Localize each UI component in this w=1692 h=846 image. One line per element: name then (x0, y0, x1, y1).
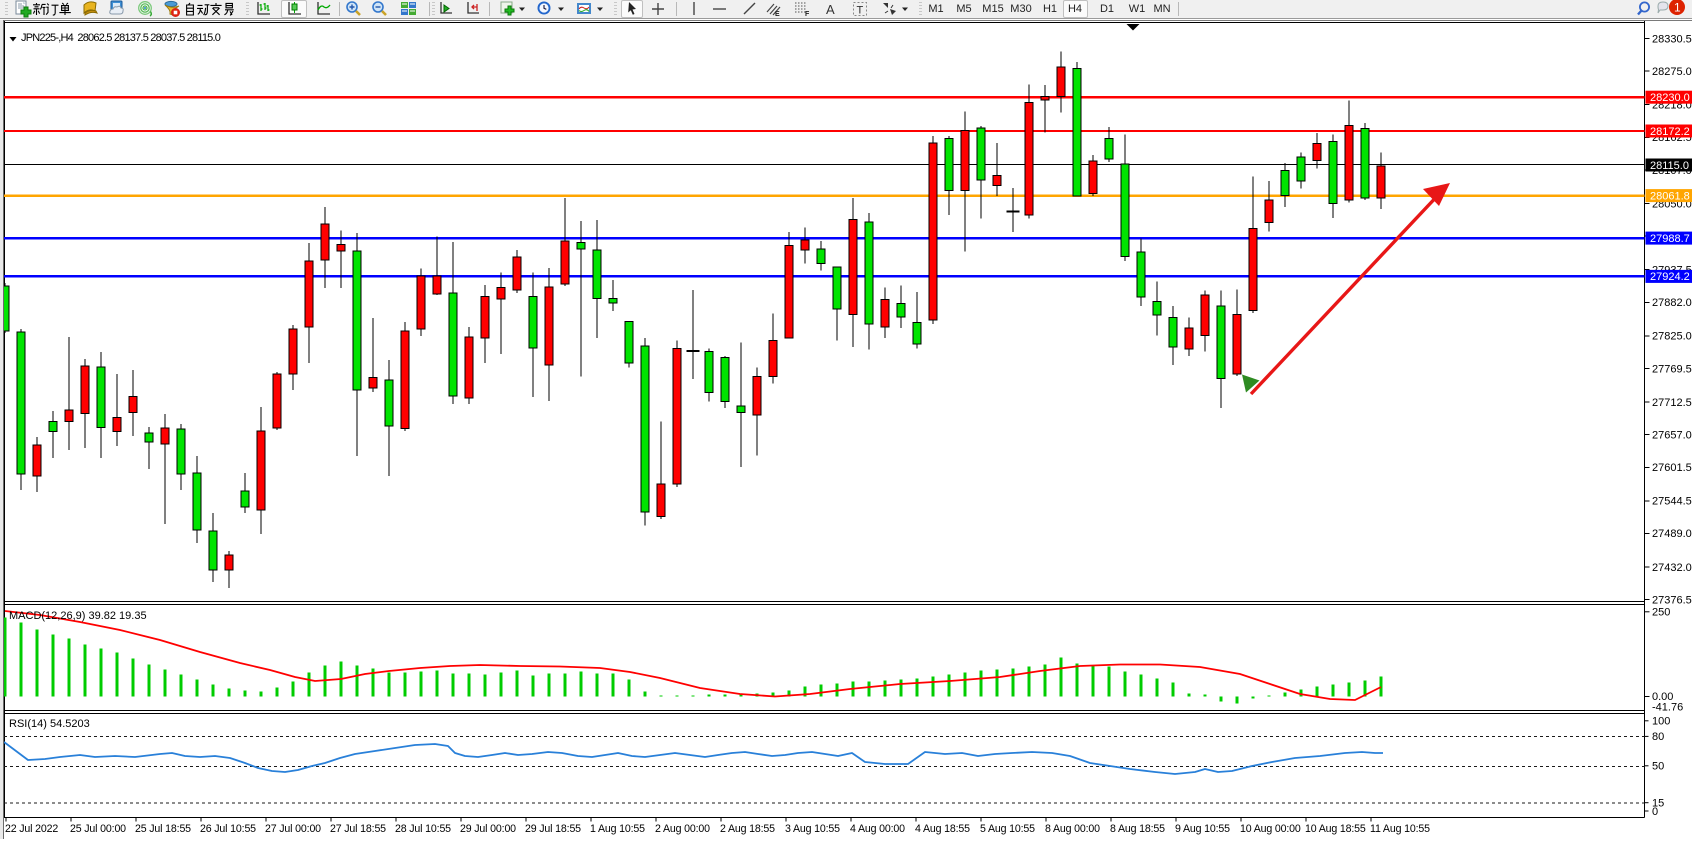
svg-text:26 Jul 10:55: 26 Jul 10:55 (200, 823, 256, 835)
svg-text:8 Aug 00:00: 8 Aug 00:00 (1045, 823, 1100, 835)
svg-text:27544.5: 27544.5 (1652, 496, 1692, 508)
svg-text:27769.5: 27769.5 (1652, 363, 1692, 375)
svg-text:27712.5: 27712.5 (1652, 397, 1692, 409)
svg-text:27489.0: 27489.0 (1652, 528, 1692, 540)
svg-text:28172.2: 28172.2 (1650, 126, 1690, 138)
svg-text:E: E (775, 11, 780, 18)
svg-text:MACD(12,26,9) 39.82 19.35: MACD(12,26,9) 39.82 19.35 (9, 610, 147, 622)
svg-text:F: F (805, 11, 810, 18)
svg-text:22 Jul 2022: 22 Jul 2022 (5, 823, 58, 835)
svg-text:29 Jul 00:00: 29 Jul 00:00 (460, 823, 516, 835)
svg-text:27988.7: 27988.7 (1650, 233, 1690, 245)
svg-text:25 Jul 00:00: 25 Jul 00:00 (70, 823, 126, 835)
svg-text:25 Jul 18:55: 25 Jul 18:55 (135, 823, 191, 835)
svg-text:27 Jul 00:00: 27 Jul 00:00 (265, 823, 321, 835)
svg-text:4 Aug 18:55: 4 Aug 18:55 (915, 823, 970, 835)
svg-text:28061.8: 28061.8 (1650, 190, 1690, 202)
svg-text:27376.5: 27376.5 (1652, 594, 1692, 606)
svg-text:28230.0: 28230.0 (1650, 92, 1690, 104)
svg-text:50: 50 (1652, 761, 1664, 773)
svg-text:3 Aug 10:55: 3 Aug 10:55 (785, 823, 840, 835)
svg-text:A: A (826, 2, 835, 17)
svg-text:250: 250 (1652, 607, 1670, 619)
svg-text:28115.0: 28115.0 (1650, 160, 1689, 172)
svg-text:5 Aug 10:55: 5 Aug 10:55 (980, 823, 1035, 835)
svg-text:27601.5: 27601.5 (1652, 462, 1692, 474)
svg-text:10 Aug 18:55: 10 Aug 18:55 (1305, 823, 1366, 835)
svg-text:-41.76: -41.76 (1652, 702, 1683, 714)
svg-text:4 Aug 00:00: 4 Aug 00:00 (850, 823, 905, 835)
svg-text:29 Jul 18:55: 29 Jul 18:55 (525, 823, 581, 835)
svg-text:1 Aug 10:55: 1 Aug 10:55 (590, 823, 645, 835)
svg-text:27 Jul 18:55: 27 Jul 18:55 (330, 823, 386, 835)
svg-text:28330.5: 28330.5 (1652, 33, 1692, 45)
svg-text:JPN225-,H4 28062.5 28137.5 28: JPN225-,H4 28062.5 28137.5 28037.5 28115… (21, 32, 221, 44)
svg-text:9 Aug 10:55: 9 Aug 10:55 (1175, 823, 1230, 835)
svg-text:28 Jul 10:55: 28 Jul 10:55 (395, 823, 451, 835)
svg-text:80: 80 (1652, 731, 1664, 743)
svg-text:T: T (857, 5, 864, 17)
svg-text:27924.2: 27924.2 (1650, 271, 1690, 283)
svg-text:28275.0: 28275.0 (1652, 66, 1692, 78)
svg-text:27657.0: 27657.0 (1652, 429, 1692, 441)
svg-text:1: 1 (1674, 1, 1681, 15)
svg-text:2 Aug 00:00: 2 Aug 00:00 (655, 823, 710, 835)
svg-text:2 Aug 18:55: 2 Aug 18:55 (720, 823, 775, 835)
svg-text:27825.0: 27825.0 (1652, 331, 1692, 343)
svg-text:27882.0: 27882.0 (1652, 297, 1692, 309)
svg-text:0: 0 (1652, 806, 1658, 818)
svg-text:10 Aug 00:00: 10 Aug 00:00 (1240, 823, 1301, 835)
svg-text:100: 100 (1652, 716, 1670, 728)
svg-text:11 Aug 10:55: 11 Aug 10:55 (1370, 823, 1430, 835)
svg-text:27432.0: 27432.0 (1652, 562, 1692, 574)
svg-text:8 Aug 18:55: 8 Aug 18:55 (1110, 823, 1165, 835)
svg-text:RSI(14) 54.5203: RSI(14) 54.5203 (9, 718, 90, 730)
